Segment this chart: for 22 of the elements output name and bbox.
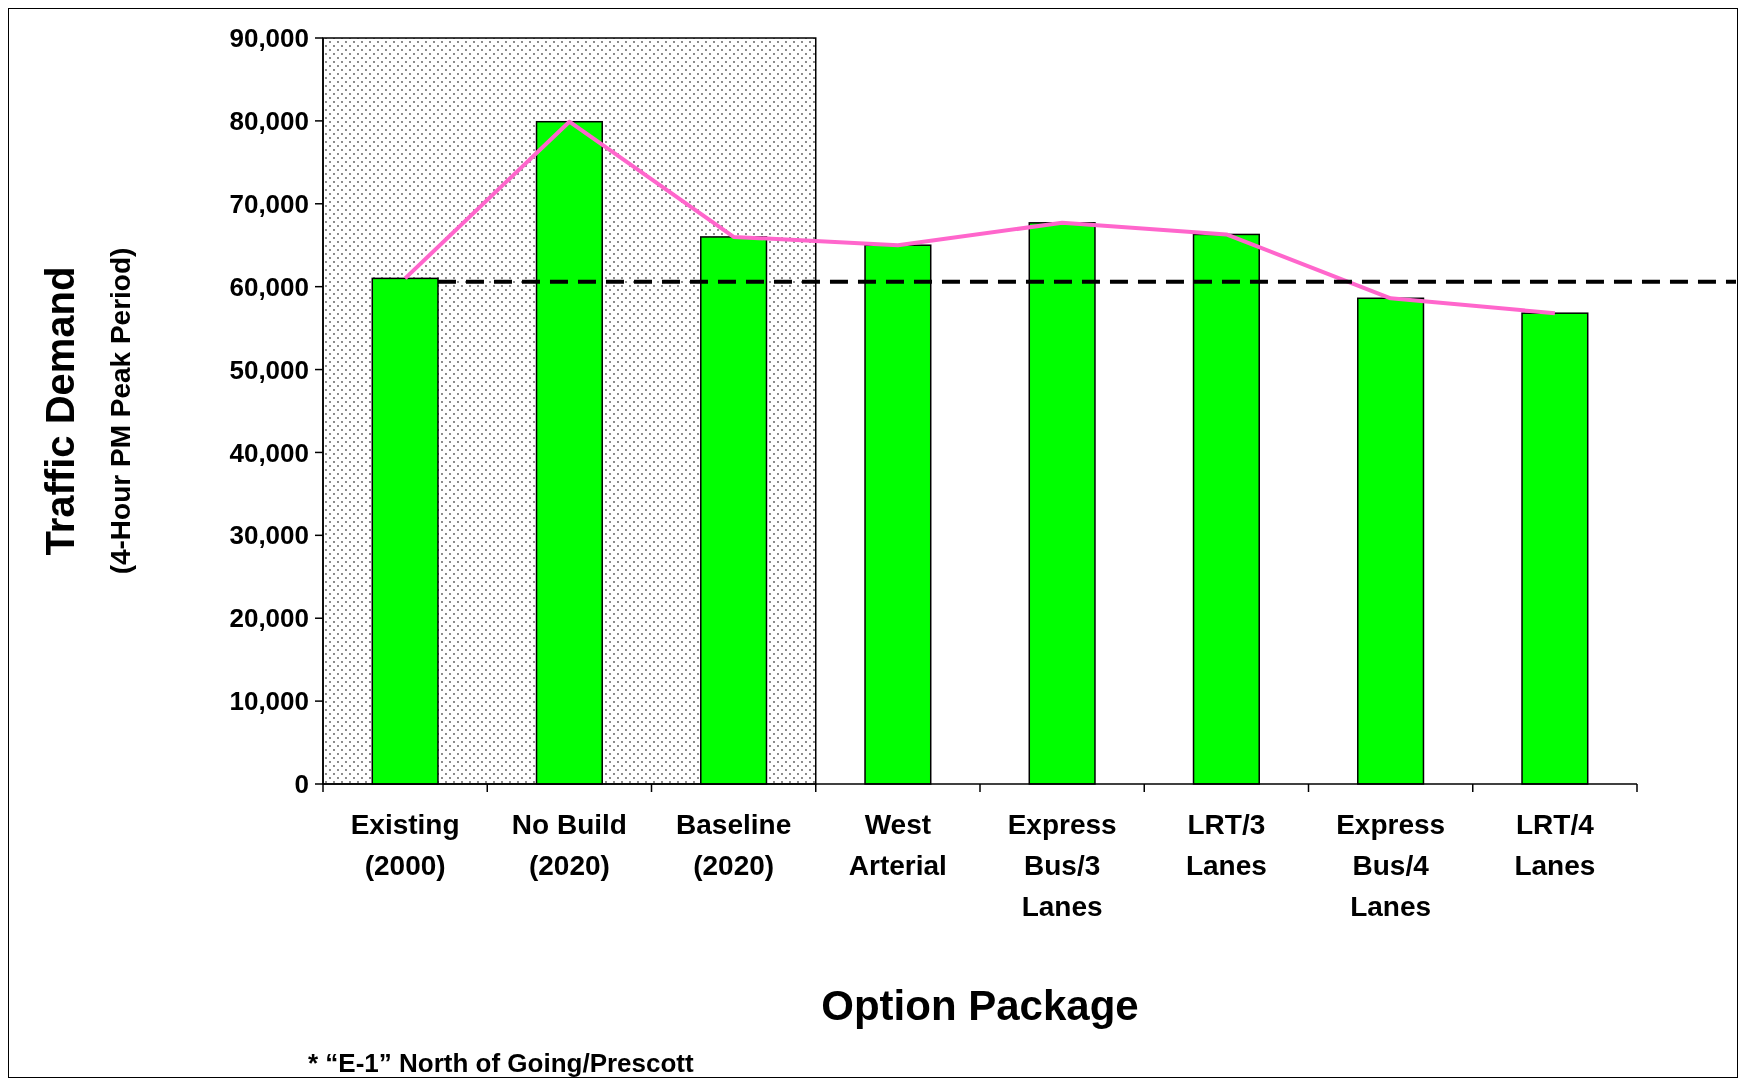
x-tick-label: Existing (2000) [350,809,460,881]
x-tick-label: Express Bus/3 Lanes [1007,809,1117,922]
line-series [403,119,1557,316]
x-tick-label: Baseline (2020) [676,809,792,881]
x-tick-label: LRT/3 Lanes [1185,809,1267,881]
text: * “E-1” North of Going/Prescott [308,1048,695,1078]
y-tick-label: 80,000 [229,105,309,136]
y-tick-label: 0 [294,769,309,800]
y-axis-title: Traffic Demand (4-Hour PM Peak Period) [38,247,136,575]
y-tick-label: 50,000 [229,354,309,385]
x-tick-label: West Arterial [848,809,947,881]
x-tick-label: LRT/4 Lanes [1514,809,1596,881]
x-tick-label: No Build (2020) [511,809,627,881]
y-tick-label: 30,000 [229,520,309,551]
x-tick-label: Express Bus/4 Lanes [1336,809,1446,922]
y-tick-label: 60,000 [229,271,309,302]
y-tick-label: 90,000 [229,23,309,54]
y-tick-label: 40,000 [229,437,309,468]
y-tick-label: 10,000 [229,686,309,717]
y-tick-label: 70,000 [229,188,309,219]
x-axis-title: Option Package [821,982,1139,1029]
y-tick-label: 20,000 [229,603,309,634]
